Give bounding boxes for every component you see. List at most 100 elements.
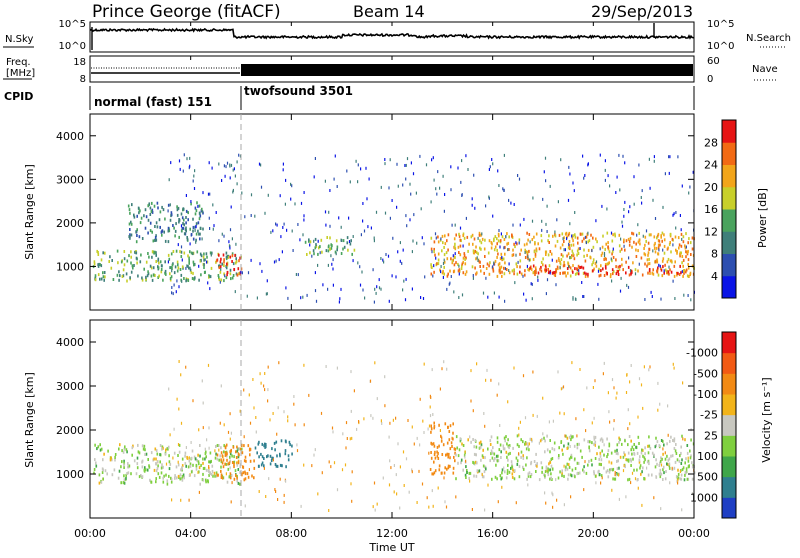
velocity-cell (481, 475, 484, 479)
velocity-cell (574, 475, 576, 479)
power-cell (370, 226, 372, 230)
velocity-cell (277, 498, 279, 501)
velocity-cell (98, 473, 101, 477)
power-cell (112, 278, 115, 281)
velocity-cell (433, 453, 436, 456)
power-cell (425, 163, 428, 167)
power-cell (679, 254, 681, 258)
power-cell (525, 250, 528, 254)
velocity-cell (640, 383, 643, 387)
power-cell (258, 162, 261, 166)
velocity-cell (382, 476, 384, 480)
velocity-cell (690, 454, 692, 458)
power-cell (286, 228, 288, 232)
power-cell (605, 242, 607, 246)
velocity-ylabel: Slant Range [km] (23, 372, 36, 468)
velocity-cell (473, 445, 475, 449)
velocity-cell (518, 464, 521, 468)
power-cell (375, 210, 378, 214)
power-cell (651, 271, 654, 275)
velocity-cell (506, 469, 509, 473)
power-cell (472, 249, 475, 253)
velocity-cell (468, 471, 471, 475)
power-cell (671, 237, 674, 241)
power-cell (574, 267, 576, 271)
velocity-cell (681, 508, 683, 512)
power-cell (215, 211, 217, 214)
power-cell (200, 273, 202, 277)
power-cell (439, 186, 441, 190)
velocity-cell (260, 463, 263, 467)
power-cell (526, 264, 528, 268)
power-cell (250, 214, 252, 217)
power-cell (621, 220, 623, 224)
power-cell (154, 250, 156, 254)
power-cell (265, 292, 267, 296)
velocity-cell (473, 462, 476, 466)
velocity-cell (137, 443, 139, 447)
power-cell (617, 269, 619, 273)
power-cell (584, 259, 587, 263)
velocity-cell (123, 459, 125, 463)
power-cell (231, 254, 234, 258)
velocity-cell (184, 454, 186, 458)
power-cell (181, 279, 183, 283)
power-cell (449, 269, 451, 273)
power-cell (134, 250, 136, 254)
velocity-cell (320, 411, 323, 415)
velocity-cell (169, 462, 172, 466)
power-cell (454, 256, 456, 260)
velocity-cell (208, 446, 210, 450)
velocity-cell (178, 407, 180, 411)
power-cell (523, 292, 525, 296)
velocity-cell (629, 380, 631, 384)
power-cell (185, 209, 188, 213)
power-cell (674, 260, 676, 264)
power-cell (201, 237, 203, 241)
velocity-cell (296, 443, 298, 447)
velocity-cell (114, 458, 116, 462)
velocity-cell (138, 475, 141, 479)
power-cell (478, 231, 481, 235)
velocity-cell (204, 447, 206, 451)
velocity-cell (140, 474, 142, 477)
power-cell (576, 249, 579, 253)
power-cell (110, 266, 113, 270)
power-cell (512, 223, 514, 227)
power-cell (661, 231, 664, 235)
velocity-cell (493, 458, 495, 462)
power-cell (560, 258, 563, 262)
power-cell (626, 283, 628, 287)
power-cell (584, 275, 587, 278)
velocity-colorbar-label: Velocity [m s⁻¹] (760, 377, 773, 462)
power-cell (568, 231, 571, 235)
power-cell (319, 245, 321, 249)
power-cell (569, 274, 572, 278)
velocity-cell (610, 451, 613, 455)
velocity-cell (123, 447, 126, 451)
power-cell (225, 165, 227, 169)
power-cell (542, 197, 544, 201)
power-cell (547, 268, 549, 271)
velocity-cell (201, 379, 203, 383)
power-cell (498, 268, 501, 272)
velocity-cell (107, 449, 109, 453)
power-cell (402, 288, 404, 292)
power-cell (336, 185, 338, 188)
velocity-colorbar-swatch (722, 456, 736, 478)
velocity-cell (253, 476, 255, 480)
power-cell (215, 259, 218, 263)
velocity-cell (239, 409, 241, 413)
power-cell (157, 276, 159, 279)
velocity-cell (608, 444, 611, 448)
velocity-cell (541, 466, 544, 470)
power-cell (442, 262, 445, 265)
velocity-cell (587, 463, 589, 467)
power-cell (550, 252, 553, 256)
velocity-cell (236, 463, 239, 467)
power-cell (475, 250, 478, 254)
velocity-cell (634, 477, 637, 481)
power-cell (544, 264, 547, 268)
power-cell (576, 267, 578, 271)
